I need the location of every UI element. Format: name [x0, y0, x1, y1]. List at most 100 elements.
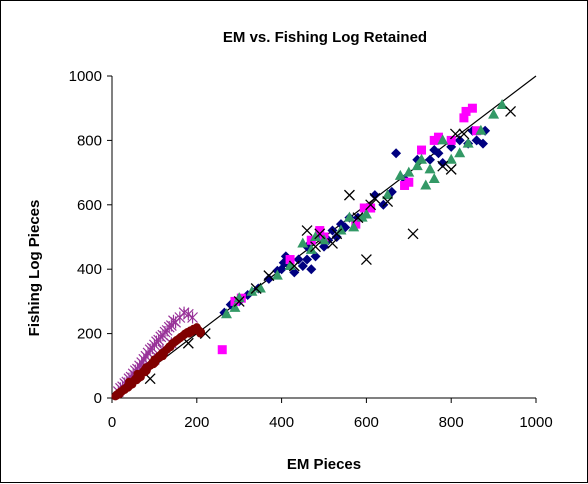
- x-tick-label: 400: [269, 414, 294, 431]
- x-tick-label: 0: [108, 414, 116, 431]
- diamond-point: [391, 148, 402, 159]
- square-point: [351, 219, 361, 229]
- square-point: [366, 203, 376, 213]
- triangle-point: [271, 269, 283, 280]
- x-point: [182, 337, 194, 349]
- square-point: [467, 103, 477, 113]
- triangle-point: [297, 237, 309, 248]
- triangle-point: [233, 292, 245, 303]
- triangle-point: [229, 301, 241, 312]
- diamond-point: [378, 199, 389, 210]
- x-point: [445, 163, 457, 175]
- diamond-point: [437, 157, 448, 168]
- square-point: [285, 255, 295, 265]
- data-points: [111, 98, 517, 401]
- x-point: [331, 228, 343, 240]
- triangle-point: [454, 147, 466, 158]
- triangle-point: [382, 189, 394, 200]
- x-point: [437, 160, 449, 172]
- x-tick-label: 1000: [519, 414, 552, 431]
- square-point: [433, 132, 443, 142]
- triangle-point: [411, 160, 423, 171]
- triangle-point: [462, 137, 474, 148]
- triangle-point: [475, 124, 487, 135]
- triangle-point: [496, 98, 508, 109]
- x-point: [250, 283, 262, 294]
- x-tick-label: 200: [184, 414, 209, 431]
- triangle-point: [360, 208, 372, 219]
- triangle-point: [424, 163, 436, 174]
- triangle-point: [220, 308, 232, 319]
- y-tick-label: 600: [77, 197, 102, 214]
- triangle-point: [420, 179, 432, 190]
- triangle-point: [343, 211, 355, 222]
- x-point: [310, 241, 321, 253]
- square-point: [446, 135, 456, 145]
- circle-point: [158, 352, 167, 361]
- y-axis-label: Fishing Log Pieces: [26, 200, 43, 337]
- circle-point: [124, 377, 133, 386]
- x-axis-label: EM Pieces: [287, 456, 361, 473]
- square-point: [417, 145, 427, 155]
- diamond-point: [369, 190, 380, 201]
- diamond-point: [302, 254, 313, 265]
- x-point: [365, 199, 377, 211]
- x-tick-label: 600: [354, 414, 379, 431]
- x-tick-label: 800: [439, 414, 464, 431]
- triangle-point: [318, 234, 330, 245]
- x-point: [343, 189, 355, 201]
- x-point: [314, 228, 326, 240]
- triangle-point: [437, 134, 449, 145]
- x-point: [449, 128, 461, 140]
- triangle-point: [246, 285, 258, 296]
- square-point: [217, 345, 227, 355]
- y-tick-label: 0: [94, 390, 102, 407]
- square-point: [472, 126, 482, 136]
- triangle-point: [403, 166, 415, 177]
- diamond-point: [425, 154, 435, 165]
- x-point: [233, 295, 245, 307]
- x-point: [382, 196, 394, 208]
- square-point: [461, 106, 471, 116]
- y-tick-label: 200: [77, 326, 102, 343]
- triangle-point: [394, 169, 406, 180]
- triangle-point: [416, 153, 428, 164]
- diamond-point: [478, 138, 488, 149]
- triangle-point: [310, 231, 322, 241]
- x-point: [458, 128, 470, 140]
- triangle-point: [305, 243, 317, 254]
- x-point: [360, 254, 372, 265]
- x-point: [327, 237, 338, 249]
- x-point: [505, 105, 517, 117]
- diamond-point: [263, 273, 274, 284]
- square-point: [404, 177, 414, 187]
- diamond-point: [327, 225, 338, 236]
- y-tick-label: 400: [77, 261, 102, 278]
- diamond-point: [276, 264, 287, 275]
- x-point: [288, 260, 300, 272]
- square-point: [359, 203, 369, 213]
- x-point: [263, 270, 275, 282]
- circle-point: [150, 355, 159, 364]
- triangle-point: [445, 153, 457, 164]
- diamond-point: [454, 135, 465, 146]
- x-point: [301, 225, 313, 237]
- star-point: [140, 350, 152, 363]
- square-point: [459, 113, 469, 123]
- diamond-point: [293, 254, 304, 265]
- circle-point: [133, 369, 142, 378]
- diamond-point: [306, 264, 317, 275]
- triangle-point: [488, 108, 500, 119]
- circle-point: [141, 363, 150, 372]
- chart-title: EM vs. Fishing Log Retained: [223, 29, 427, 46]
- diamond-point: [297, 260, 308, 271]
- circle-point: [197, 327, 206, 336]
- axes: 0 200 400 600 800 1000 0 200 400 600 800 1000: [69, 68, 553, 431]
- x-point: [369, 192, 381, 204]
- y-tick-label: 1000: [69, 68, 102, 85]
- y-tick-label: 800: [77, 132, 102, 149]
- x-point: [352, 212, 364, 224]
- diamond-point: [433, 148, 444, 159]
